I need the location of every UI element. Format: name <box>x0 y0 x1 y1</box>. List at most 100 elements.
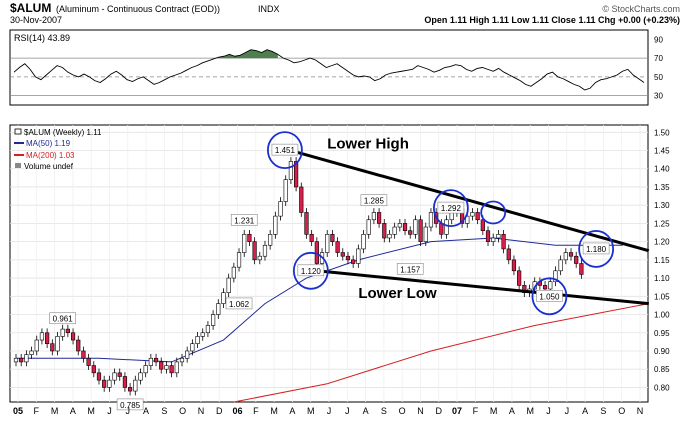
annotation-label: 1.120 <box>301 267 322 276</box>
annotation-label: 1.451 <box>275 146 296 155</box>
price-candle <box>356 248 361 264</box>
price-candle <box>444 219 449 235</box>
price-candle <box>273 215 278 235</box>
trendline-label-lower-high: Lower High <box>327 136 409 153</box>
time-tick-label: S <box>381 406 387 416</box>
annotation-circle <box>292 251 329 290</box>
price-candle <box>392 226 397 235</box>
annotation-label-box <box>230 214 258 226</box>
price-tick-label: 1.35 <box>654 183 670 192</box>
time-tick-label: M <box>87 406 95 416</box>
price-candle <box>548 281 553 290</box>
price-candle <box>351 259 356 264</box>
price-candle <box>397 223 402 228</box>
price-candle <box>221 292 226 304</box>
annotation-circle <box>578 230 615 268</box>
price-candle <box>470 212 475 217</box>
price-candle <box>148 357 153 366</box>
annotation-label-box <box>582 242 610 255</box>
annotation-label: 1.180 <box>586 245 607 254</box>
legend-swatch-volume <box>15 163 21 168</box>
rsi-panel-frame <box>9 29 649 106</box>
annotation-circle <box>432 189 469 228</box>
price-tick-label: 1.05 <box>654 292 670 301</box>
price-candle <box>13 357 19 363</box>
price-candle <box>299 186 304 213</box>
price-candle <box>485 230 491 242</box>
price-candle <box>542 285 548 290</box>
time-tick-label: 07 <box>452 406 462 416</box>
price-candle <box>19 357 24 363</box>
time-tick-label: F <box>34 406 40 416</box>
trendline <box>290 149 650 253</box>
trendline-label-lower-low: Lower Low <box>358 285 437 302</box>
price-candle <box>278 201 283 217</box>
price-candle <box>195 336 200 344</box>
annotation-label: 1.285 <box>364 197 385 206</box>
price-candle <box>153 357 159 363</box>
price-candle <box>96 372 102 381</box>
time-tick-label: M <box>270 406 278 416</box>
time-tick-label: O <box>179 406 186 416</box>
price-candle <box>55 336 60 352</box>
time-tick-label: J <box>546 406 551 416</box>
price-candle <box>579 263 584 275</box>
price-candle <box>86 357 91 366</box>
price-legend: $ALUM (Weekly) 1.11 MA(50) 1.19 MA(200) … <box>14 128 102 171</box>
price-candle <box>568 252 574 257</box>
annotation-circle <box>480 200 507 225</box>
annotation-label-box <box>437 201 465 214</box>
chart-date: 30-Nov-2007 <box>10 15 62 25</box>
price-tick-label: 1.40 <box>654 165 670 174</box>
price-tick-label: 1.25 <box>654 219 670 228</box>
price-candle <box>200 332 205 337</box>
price-candle <box>247 234 252 242</box>
time-tick-label: A <box>582 406 588 416</box>
time-tick-label: N <box>198 406 205 416</box>
price-candle <box>574 255 579 264</box>
price-candle <box>143 365 148 374</box>
price-candle <box>496 234 501 239</box>
price-candle <box>335 241 340 253</box>
price-candle <box>480 219 485 231</box>
rsi-tick-label: 70 <box>654 54 663 63</box>
rsi-tick-label: 30 <box>654 92 663 101</box>
annotation-label-box <box>396 263 424 275</box>
time-tick-label: F <box>473 406 479 416</box>
annotation-label: 0.785 <box>120 401 141 410</box>
price-candle <box>164 365 169 370</box>
price-candle <box>340 252 345 257</box>
rsi-tick-label: 50 <box>654 73 663 82</box>
annotation-label-box <box>536 290 563 302</box>
time-tick-label: S <box>161 406 167 416</box>
legend-swatch-price <box>14 128 22 135</box>
rsi-legend: RSI(14) 43.89 <box>14 33 70 43</box>
time-tick-label: J <box>126 406 131 416</box>
price-grid <box>10 125 648 402</box>
price-candle <box>268 234 273 246</box>
annotation-circle <box>531 277 568 316</box>
time-tick-label: M <box>307 406 315 416</box>
annotation-label: 1.157 <box>400 265 421 274</box>
price-candle <box>231 266 236 279</box>
annotation-label: 1.050 <box>539 292 560 301</box>
price-candle <box>408 230 413 235</box>
price-candle <box>423 226 428 242</box>
trend-lines: Lower High Lower Low <box>290 136 650 306</box>
price-tick-label: 1.20 <box>654 238 670 247</box>
annotation-label: 1.292 <box>441 204 462 213</box>
price-tick-label: 1.15 <box>654 256 670 265</box>
price-candle <box>216 303 221 315</box>
price-candle <box>304 212 309 235</box>
price-candle <box>117 372 122 377</box>
annotation-label-box <box>297 264 325 277</box>
moving-average-lines <box>16 237 649 403</box>
price-candle <box>371 212 377 221</box>
price-candle <box>325 234 330 253</box>
price-candle <box>179 357 185 363</box>
price-candle <box>553 270 558 283</box>
price-candle <box>465 215 470 224</box>
price-candle <box>81 350 86 359</box>
price-candle <box>169 365 174 374</box>
